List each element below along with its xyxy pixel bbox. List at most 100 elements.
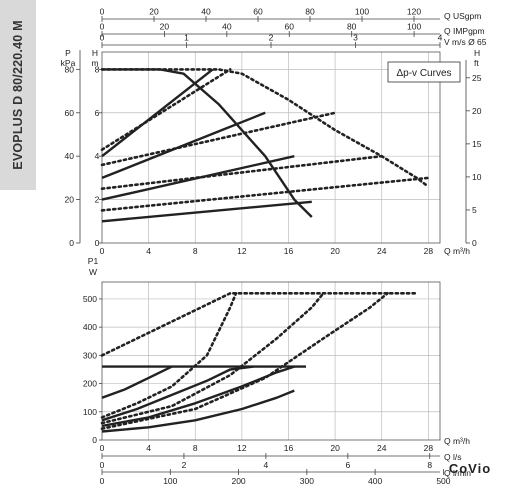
head-tick-label-1: 2 [95, 195, 100, 205]
head-tick-label-3: 6 [95, 108, 100, 118]
bottom-chart-x-tick-label-7: 28 [424, 443, 434, 453]
top-axis-1-tick-label-2: 40 [222, 22, 232, 32]
bottom-plot-frame [101, 281, 441, 441]
bottom-chart-x-tick-label-5: 20 [330, 443, 340, 453]
bottom-axis-1-tick-label-4: 400 [368, 476, 382, 486]
bottom-axis-1-tick-label-5: 500 [436, 476, 450, 486]
head-curve-series-5 [100, 176, 430, 212]
power-tick-label-0: 0 [92, 435, 97, 445]
top-axis-0-tick-label-2: 40 [201, 7, 211, 17]
top-axis-2-tick-label-4: 4 [438, 33, 443, 43]
power-curve-series-1 [101, 365, 173, 399]
top-axis-0-label: Q USgpm [444, 11, 481, 21]
head-curve-series-4 [102, 68, 313, 218]
top-axis-1-label: Q IMPgpm [444, 26, 485, 36]
power-curve-series-4 [101, 389, 295, 433]
bottom-chart-x-tick-label-4: 16 [284, 443, 294, 453]
top-plot-frame [101, 51, 441, 244]
bottom-chart-x-tick-label-0: 0 [100, 443, 105, 453]
head-curve-series-8 [100, 68, 232, 151]
head-curve-series-0 [101, 200, 312, 223]
pressure-tick-label-0: 0 [69, 238, 74, 248]
top-chart-x-tick-label-5: 20 [330, 246, 340, 256]
power-tick-label-4: 400 [83, 322, 97, 332]
top-axis-2-label: V m/s Ø 65 [444, 37, 487, 47]
bottom-chart-x-tick-label-1: 4 [146, 443, 151, 453]
bottom-axis-1-tick-label-3: 300 [300, 476, 314, 486]
head-ft-axis-letter: H [474, 48, 480, 58]
bottom-axis-0-tick-label-1: 2 [182, 460, 187, 470]
bottom-axis-0-tick-label-0: 0 [100, 460, 105, 470]
top-axis-1-tick-label-4: 80 [347, 22, 357, 32]
bottom-axis-0-tick-label-2: 4 [264, 460, 269, 470]
top-axis-2-tick-label-1: 1 [184, 33, 189, 43]
top-axis-2-tick-label-0: 0 [100, 33, 105, 43]
top-axis-0-tick-label-4: 80 [305, 7, 315, 17]
top-axis-1-tick-label-0: 0 [100, 22, 105, 32]
bottom-axis-1-tick-label-1: 100 [163, 476, 177, 486]
bottom-axis-1-label: Q l/min [444, 468, 471, 478]
bottom-chart-x-unit: Q m³/h [444, 436, 470, 446]
bottom-axis-1-tick-label-0: 0 [100, 476, 105, 486]
top-chart-x-tick-label-4: 16 [284, 246, 294, 256]
top-chart-x-tick-label-3: 12 [237, 246, 247, 256]
watermark-text: CoVio [449, 461, 491, 476]
power-curve-series-6 [100, 292, 238, 419]
head-ft-tick-label-1: 5 [472, 205, 477, 215]
pressure-tick-label-4: 80 [65, 64, 75, 74]
power-curve-series-5 [100, 292, 418, 357]
head-axis-unit: m [91, 58, 98, 68]
bottom-chart-x-tick-label-3: 12 [237, 443, 247, 453]
pressure-axis-unit: kPa [61, 58, 76, 68]
head-ft-axis-unit: ft [474, 58, 479, 68]
power-tick-label-2: 200 [83, 379, 97, 389]
top-chart-x-tick-label-0: 0 [100, 246, 105, 256]
head-tick-label-2: 4 [95, 151, 100, 161]
top-axis-1-tick-label-1: 20 [160, 22, 170, 32]
top-chart-x-tick-label-6: 24 [377, 246, 387, 256]
head-ft-tick-label-5: 25 [472, 73, 482, 83]
bottom-axis-0-tick-label-4: 8 [427, 460, 432, 470]
legend-box [387, 61, 461, 83]
top-axis-0-tick-label-1: 20 [149, 7, 159, 17]
top-axis-0-tick-label-0: 0 [100, 7, 105, 17]
power-curve-series-2 [101, 365, 254, 422]
bottom-chart-x-tick-label-6: 24 [377, 443, 387, 453]
power-curve-series-7 [100, 292, 325, 425]
pressure-tick-label-3: 60 [65, 108, 75, 118]
top-axis-0-tick-label-5: 100 [355, 7, 369, 17]
top-axis-1-tick-label-3: 60 [285, 22, 295, 32]
top-chart-x-tick-label-2: 8 [193, 246, 198, 256]
head-tick-label-0: 0 [95, 238, 100, 248]
top-axis-0-tick-label-6: 120 [407, 7, 421, 17]
top-axis-2-tick-label-3: 3 [353, 33, 358, 43]
pressure-tick-label-2: 40 [65, 151, 75, 161]
power-tick-label-3: 300 [83, 350, 97, 360]
top-chart-x-tick-label-1: 4 [146, 246, 151, 256]
head-ft-tick-label-4: 20 [472, 106, 482, 116]
top-axis-0-tick-label-3: 60 [253, 7, 263, 17]
top-chart-x-unit: Q m³/h [444, 246, 470, 256]
pressure-tick-label-1: 20 [65, 195, 75, 205]
head-tick-label-4: 8 [95, 64, 100, 74]
power-axis-unit: W [89, 267, 97, 277]
head-ft-tick-label-2: 10 [472, 172, 482, 182]
head-axis-letter: H [92, 48, 98, 58]
power-axis-letter: P1 [88, 256, 99, 266]
top-chart-x-tick-label-7: 28 [424, 246, 434, 256]
head-ft-tick-label-0: 0 [472, 238, 477, 248]
bottom-axis-1-tick-label-2: 200 [231, 476, 245, 486]
bottom-axis-0-tick-label-3: 6 [345, 460, 350, 470]
power-tick-label-1: 100 [83, 407, 97, 417]
head-ft-tick-label-3: 15 [472, 139, 482, 149]
power-tick-label-5: 500 [83, 294, 97, 304]
power-curve-series-8 [100, 292, 389, 430]
top-axis-2-tick-label-2: 2 [269, 33, 274, 43]
bottom-axis-0-label: Q l/s [444, 452, 461, 462]
head-curve-series-6 [100, 154, 383, 190]
product-sidebar: EVOPLUS D 80/220.40 M [0, 0, 36, 190]
head-curve-series-9 [100, 68, 430, 188]
top-axis-1-tick-label-5: 100 [407, 22, 421, 32]
